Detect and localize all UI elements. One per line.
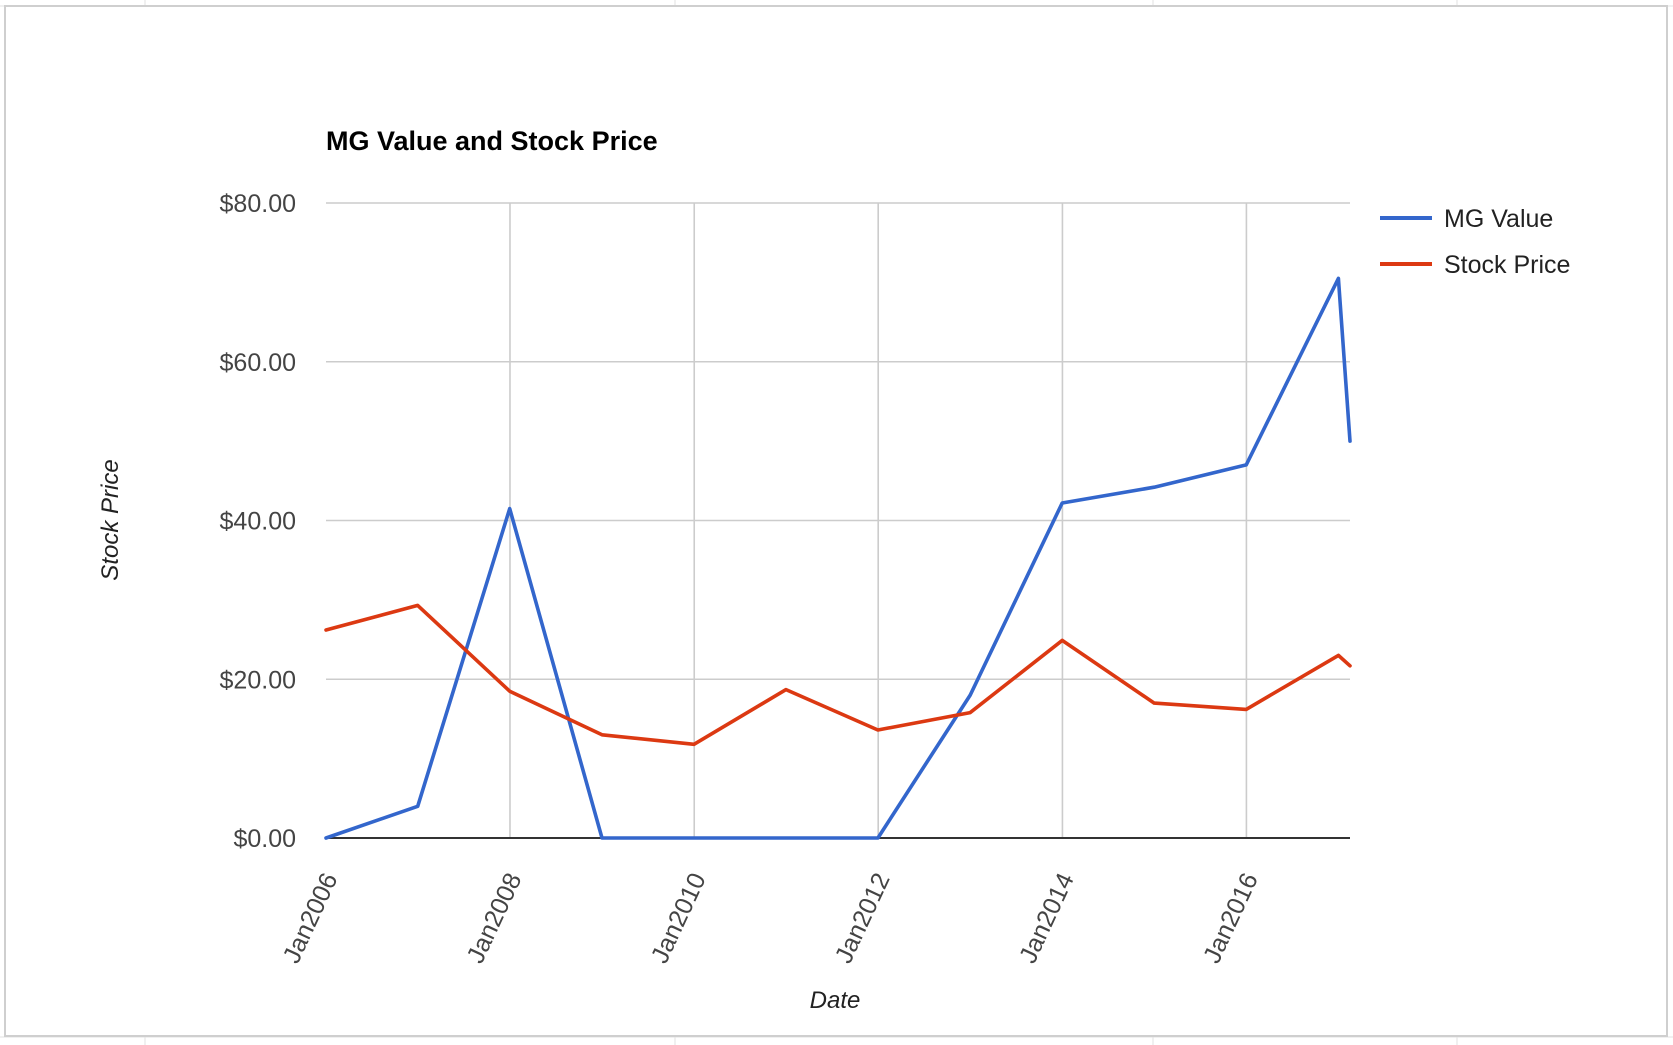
y-tick-label: $80.00 [220, 190, 296, 218]
legend: MG Value Stock Price [1380, 205, 1570, 279]
series-line-stock-price [324, 603, 1352, 747]
series-lines [324, 276, 1352, 840]
y-tick-label: $60.00 [220, 349, 296, 377]
chart-title: MG Value and Stock Price [326, 126, 658, 156]
legend-label-mg-value: MG Value [1444, 205, 1553, 233]
y-tick-label: $40.00 [220, 508, 296, 536]
y-axis-tick-labels: $0.00 $20.00 $40.00 $60.00 $80.00 [220, 190, 296, 853]
y-axis-title: Stock Price [97, 459, 124, 580]
y-tick-label: $20.00 [220, 666, 296, 694]
series-line-mg-value [324, 276, 1352, 840]
y-tick-label: $0.00 [233, 825, 296, 853]
legend-label-stock-price: Stock Price [1444, 251, 1570, 279]
x-axis-title: Date [810, 987, 861, 1014]
